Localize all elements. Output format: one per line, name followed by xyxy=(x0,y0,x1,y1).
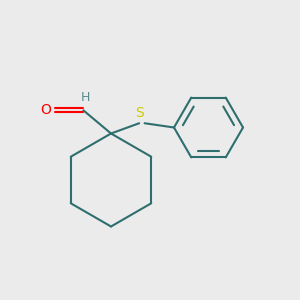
Text: H: H xyxy=(81,91,91,104)
Text: S: S xyxy=(135,106,144,120)
Text: O: O xyxy=(40,103,51,117)
